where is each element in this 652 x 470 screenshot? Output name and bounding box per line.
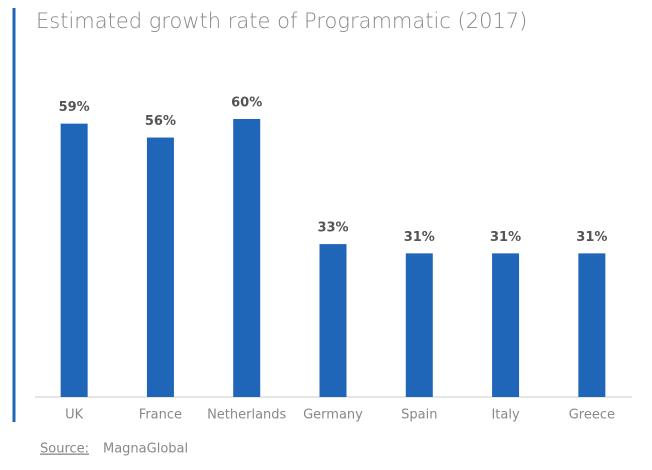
source-name: MagnaGlobal — [103, 442, 188, 457]
bar — [60, 123, 88, 397]
value-label: 31% — [404, 230, 435, 245]
x-tick-label: Greece — [569, 408, 615, 423]
bar — [233, 119, 261, 397]
source-label: Source: — [40, 442, 89, 457]
x-tick-label: Italy — [491, 408, 520, 423]
bar — [578, 253, 606, 397]
value-label: 60% — [231, 96, 262, 111]
value-label: 59% — [59, 100, 90, 115]
bar — [146, 137, 174, 398]
x-tick-label: Netherlands — [207, 408, 286, 423]
value-label: 31% — [490, 230, 521, 245]
x-tick-label: Germany — [303, 408, 363, 423]
bar — [319, 244, 347, 397]
x-tick-label: UK — [65, 408, 84, 423]
bar — [405, 253, 433, 397]
value-label: 31% — [576, 230, 607, 245]
value-label: 56% — [145, 114, 176, 129]
x-tick-label: Spain — [401, 408, 437, 423]
x-tick-label: France — [139, 408, 182, 423]
chart-title: Estimated growth rate of Programmatic (2… — [36, 9, 527, 33]
bar — [492, 253, 520, 397]
value-label: 33% — [317, 221, 348, 236]
